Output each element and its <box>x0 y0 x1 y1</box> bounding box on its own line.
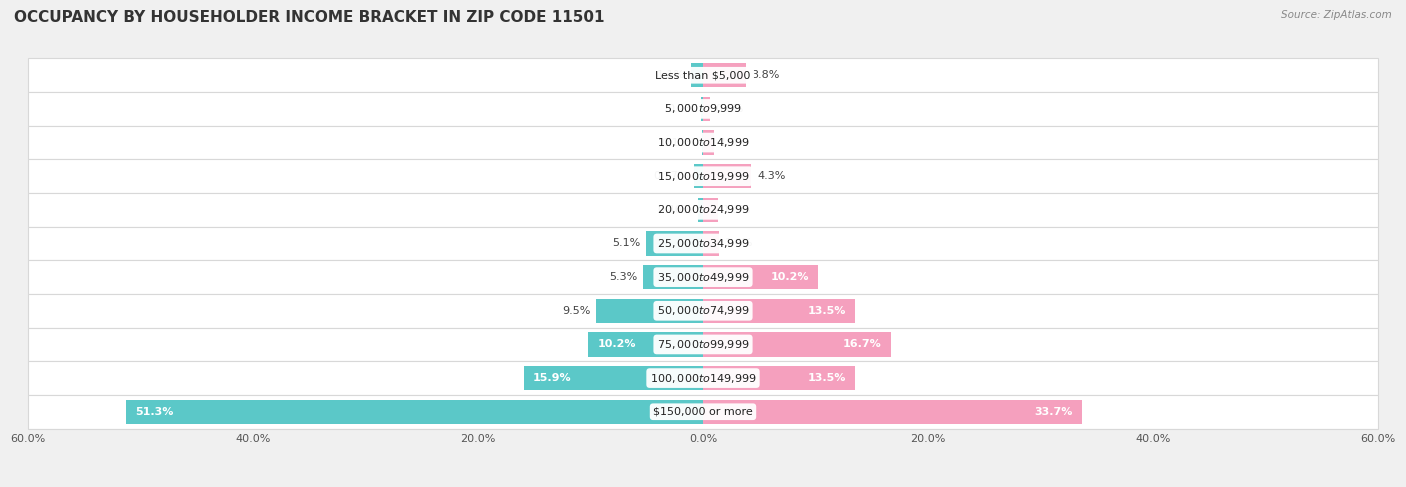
Bar <box>700 97 703 121</box>
Bar <box>645 231 703 256</box>
Text: 9.5%: 9.5% <box>562 306 591 316</box>
Text: 0.6%: 0.6% <box>716 104 744 114</box>
Bar <box>28 92 1378 126</box>
Text: $15,000 to $19,999: $15,000 to $19,999 <box>657 169 749 183</box>
Bar <box>690 63 703 87</box>
Text: $25,000 to $34,999: $25,000 to $34,999 <box>657 237 749 250</box>
Bar <box>524 366 703 390</box>
Bar <box>28 361 1378 395</box>
Text: 0.2%: 0.2% <box>666 104 695 114</box>
Bar <box>703 299 855 323</box>
Bar <box>703 97 710 121</box>
Bar <box>703 366 855 390</box>
Bar <box>28 261 1378 294</box>
Text: $20,000 to $24,999: $20,000 to $24,999 <box>657 204 749 216</box>
Bar <box>703 265 818 289</box>
Text: 1.4%: 1.4% <box>724 239 752 248</box>
Text: 15.9%: 15.9% <box>533 373 572 383</box>
Text: $75,000 to $99,999: $75,000 to $99,999 <box>657 338 749 351</box>
Text: 5.1%: 5.1% <box>612 239 640 248</box>
Bar <box>28 395 1378 429</box>
Text: $100,000 to $149,999: $100,000 to $149,999 <box>650 372 756 385</box>
Text: 33.7%: 33.7% <box>1035 407 1073 417</box>
Text: 16.7%: 16.7% <box>844 339 882 350</box>
Text: 13.5%: 13.5% <box>807 373 846 383</box>
Bar <box>28 226 1378 261</box>
Text: $35,000 to $49,999: $35,000 to $49,999 <box>657 271 749 283</box>
Bar <box>28 193 1378 226</box>
Text: $10,000 to $14,999: $10,000 to $14,999 <box>657 136 749 149</box>
Bar <box>28 294 1378 328</box>
Text: Less than $5,000: Less than $5,000 <box>655 70 751 80</box>
Bar <box>28 58 1378 92</box>
Text: 3.8%: 3.8% <box>751 70 780 80</box>
Bar <box>703 400 1083 424</box>
Text: 13.5%: 13.5% <box>807 306 846 316</box>
Bar <box>28 126 1378 159</box>
Bar <box>695 164 703 188</box>
Text: $150,000 or more: $150,000 or more <box>654 407 752 417</box>
Text: 1.1%: 1.1% <box>657 70 685 80</box>
Text: Source: ZipAtlas.com: Source: ZipAtlas.com <box>1281 10 1392 20</box>
Bar <box>703 164 751 188</box>
Bar <box>596 299 703 323</box>
Text: $50,000 to $74,999: $50,000 to $74,999 <box>657 304 749 318</box>
Text: 10.2%: 10.2% <box>598 339 636 350</box>
Text: 0.11%: 0.11% <box>661 137 696 148</box>
Text: $5,000 to $9,999: $5,000 to $9,999 <box>664 102 742 115</box>
Bar <box>588 332 703 356</box>
Text: 1.0%: 1.0% <box>720 137 748 148</box>
Legend: Owner-occupied, Renter-occupied: Owner-occupied, Renter-occupied <box>583 485 823 487</box>
Bar <box>703 198 717 222</box>
Bar <box>127 400 703 424</box>
Text: 5.3%: 5.3% <box>610 272 638 282</box>
Text: OCCUPANCY BY HOUSEHOLDER INCOME BRACKET IN ZIP CODE 11501: OCCUPANCY BY HOUSEHOLDER INCOME BRACKET … <box>14 10 605 25</box>
Bar <box>697 198 703 222</box>
Text: 1.3%: 1.3% <box>723 205 751 215</box>
Bar <box>28 328 1378 361</box>
Text: 0.77%: 0.77% <box>654 171 689 181</box>
Bar <box>28 159 1378 193</box>
Bar <box>703 231 718 256</box>
Bar <box>703 131 714 155</box>
Bar <box>703 63 745 87</box>
Text: 51.3%: 51.3% <box>135 407 173 417</box>
Text: 4.3%: 4.3% <box>756 171 786 181</box>
Bar <box>644 265 703 289</box>
Text: 0.46%: 0.46% <box>657 205 692 215</box>
Bar <box>703 332 891 356</box>
Text: 10.2%: 10.2% <box>770 272 808 282</box>
